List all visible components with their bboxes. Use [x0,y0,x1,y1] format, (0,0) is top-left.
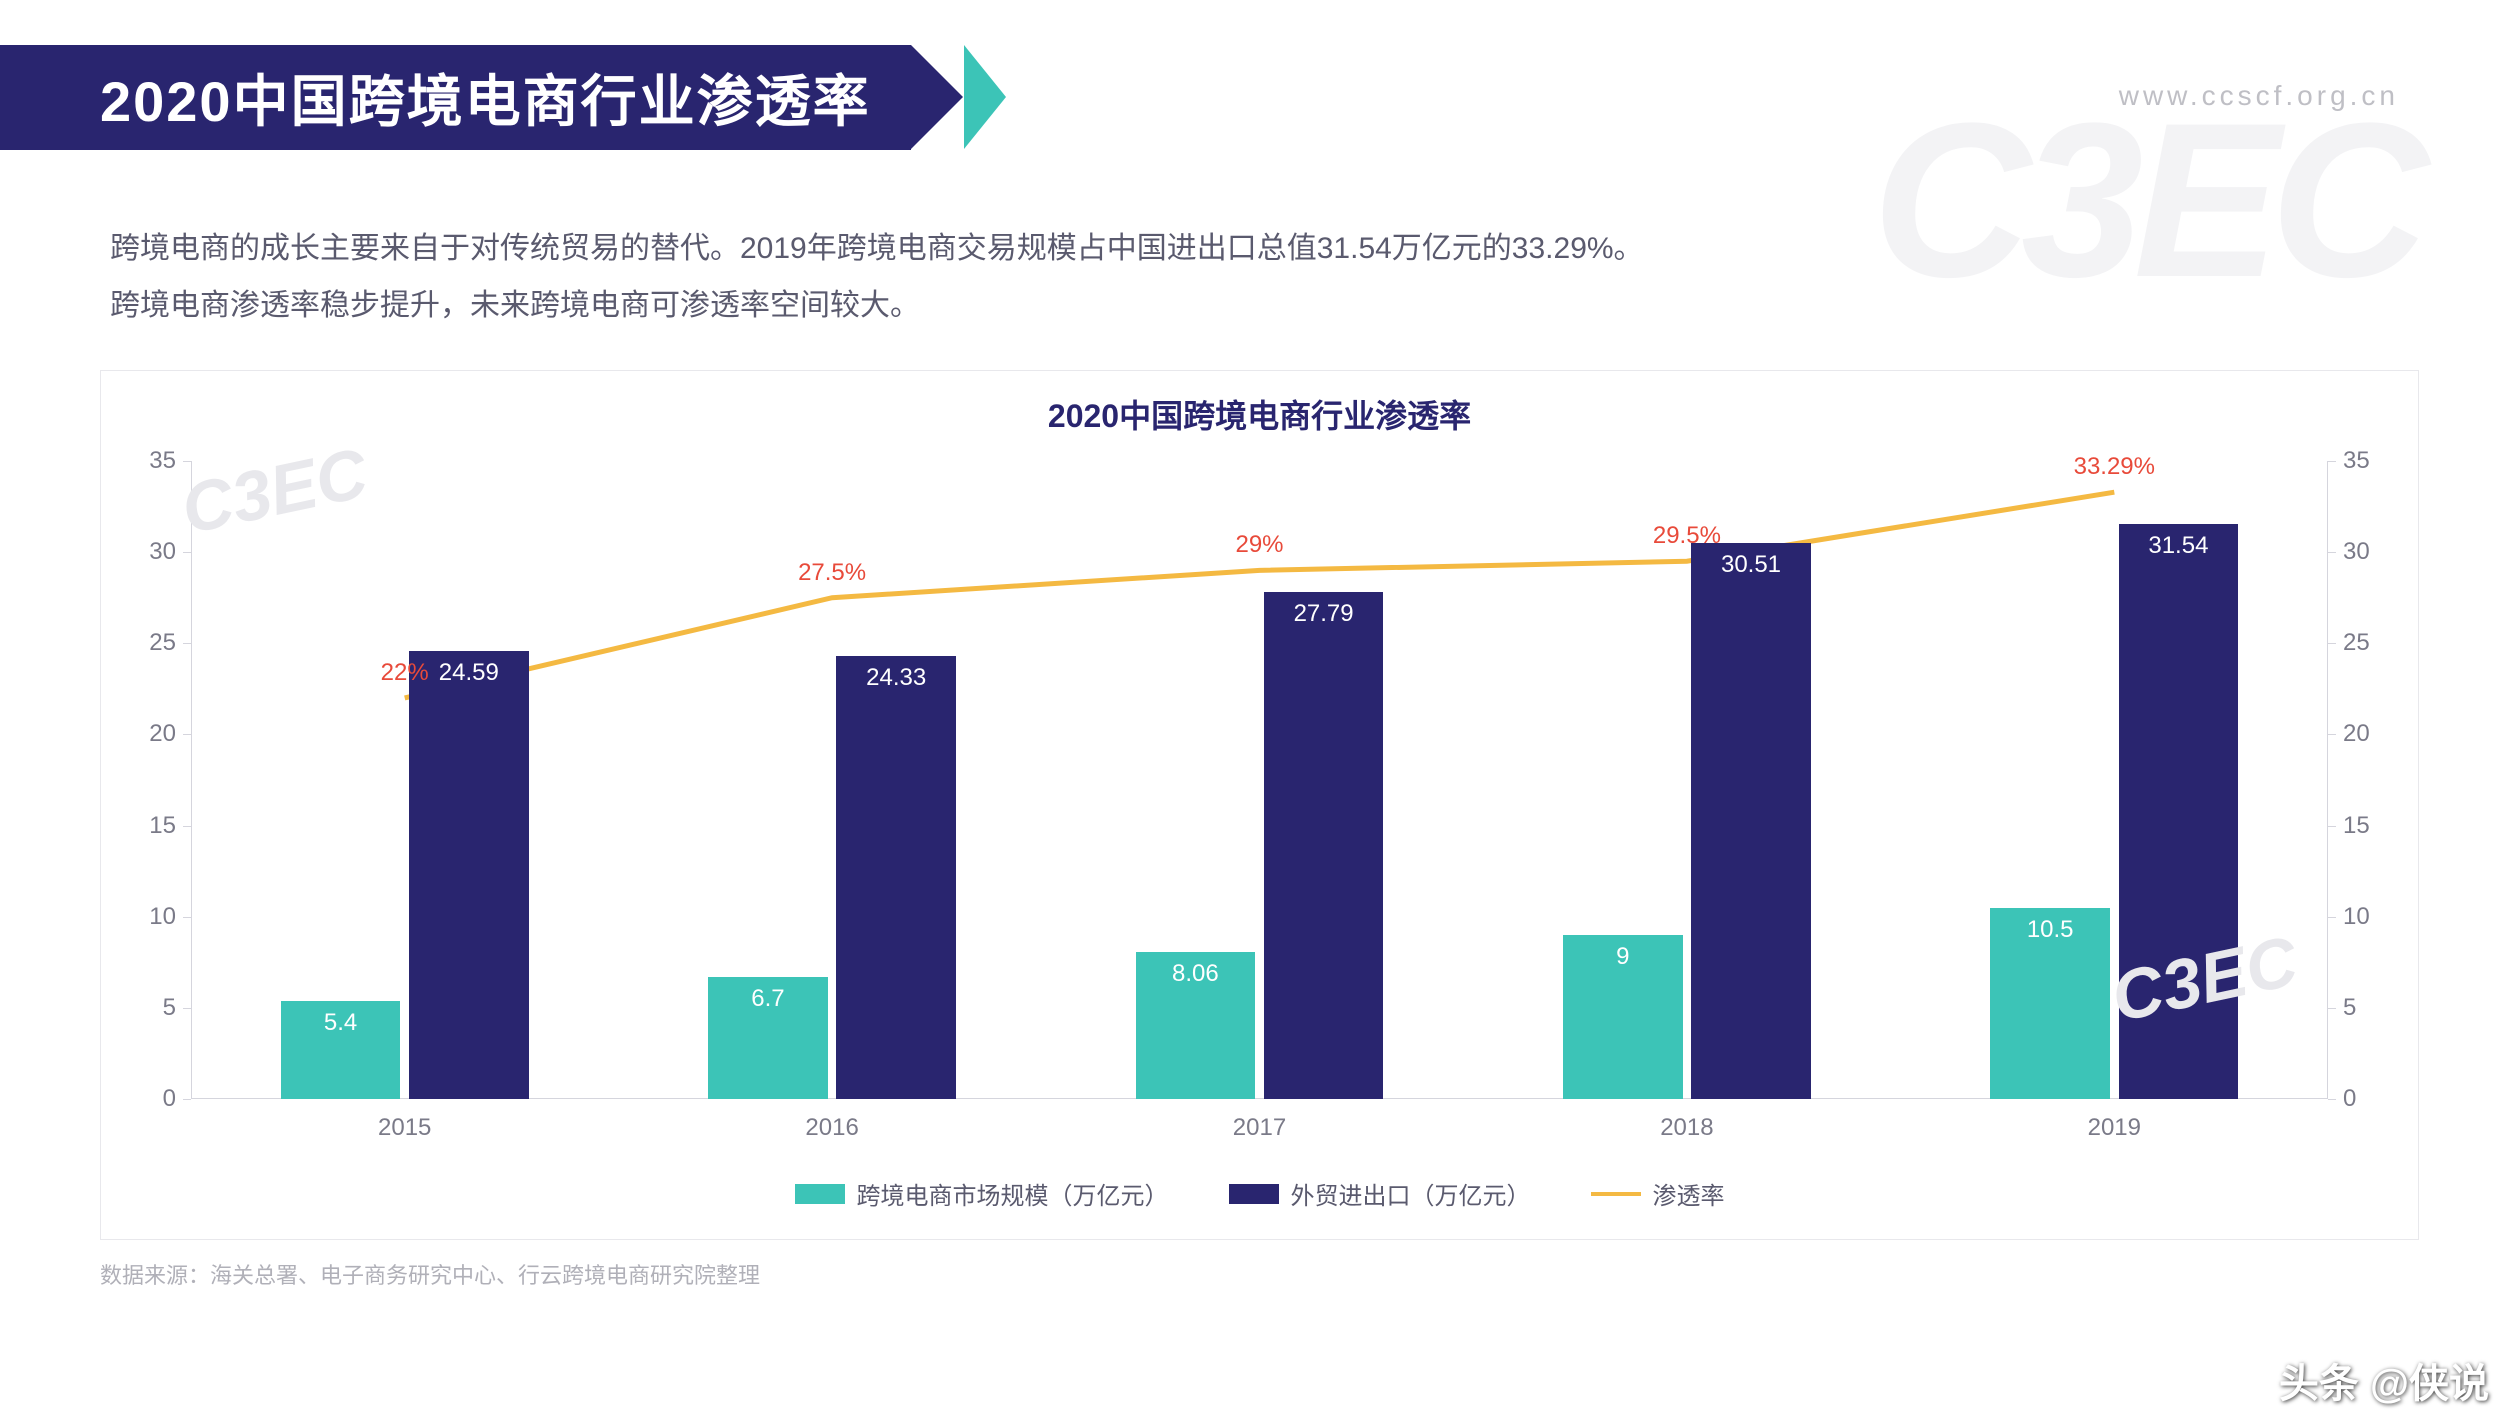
line-point-label: 27.5% [798,559,866,587]
x-tick-label: 2015 [378,1099,431,1142]
bar-series2: 24.59 [409,651,529,1099]
legend-label-3: 渗透率 [1653,1176,1725,1211]
legend-item-series1: 跨境电商市场规模（万亿元） [795,1176,1169,1211]
bar-series1: 5.4 [281,1001,401,1099]
bar-series2: 30.51 [1691,543,1811,1099]
x-tick-label: 2018 [1660,1099,1713,1142]
bar-label-series1: 6.7 [708,985,828,1013]
x-tick-label: 2019 [2088,1099,2141,1142]
bar-series2: 31.54 [2119,524,2239,1099]
bar-series2: 24.33 [836,656,956,1100]
header: 2020中国跨境电商行业渗透率 [0,45,911,150]
description: 跨境电商的成长主要来自于对传统贸易的替代。2019年跨境电商交易规模占中国进出口… [110,220,2409,334]
header-accent-chevron [964,45,1006,149]
legend: 跨境电商市场规模（万亿元） 外贸进出口（万亿元） 渗透率 [101,1176,2418,1211]
legend-label-1: 跨境电商市场规模（万亿元） [857,1176,1169,1211]
header-bg: 2020中国跨境电商行业渗透率 [0,45,911,150]
bar-label-series1: 9 [1563,943,1683,971]
description-line-2: 跨境电商渗透率稳步提升，未来跨境电商可渗透率空间较大。 [110,277,2409,334]
bar-series1: 10.5 [1990,908,2110,1099]
line-point-label: 22% [381,659,429,687]
line-point-label: 29.5% [1653,522,1721,550]
header-url: www.ccscf.org.cn [2119,80,2399,112]
legend-line-3 [1591,1192,1641,1196]
legend-swatch-2 [1229,1184,1279,1204]
bar-label-series2: 31.54 [2119,532,2239,560]
footer-attribution: 头条 @侠说 [2279,1351,2489,1409]
bar-label-series1: 8.06 [1136,960,1256,988]
legend-swatch-1 [795,1184,845,1204]
bar-label-series1: 10.5 [1990,916,2110,944]
bar-series1: 9 [1563,935,1683,1099]
bar-series1: 6.7 [708,977,828,1099]
legend-item-series3: 渗透率 [1591,1176,1725,1211]
x-tick-label: 2017 [1233,1099,1286,1142]
plot-area: 005510101515202025253030353520155.424.59… [191,461,2328,1099]
legend-item-series2: 外贸进出口（万亿元） [1229,1176,1531,1211]
bar-series1: 8.06 [1136,952,1256,1099]
trend-line [405,492,2115,698]
chart-container: 2020中国跨境电商行业渗透率 C3EC C3EC 00551010151520… [100,370,2419,1240]
line-point-label: 33.29% [2074,453,2155,481]
bar-label-series2: 24.33 [836,664,956,692]
y-axis-left [191,461,192,1099]
description-line-1: 跨境电商的成长主要来自于对传统贸易的替代。2019年跨境电商交易规模占中国进出口… [110,220,2409,277]
bar-series2: 27.79 [1264,592,1384,1099]
source-text: 数据来源：海关总署、电子商务研究中心、行云跨境电商研究院整理 [100,1258,760,1290]
line-point-label: 29% [1235,531,1283,559]
legend-label-2: 外贸进出口（万亿元） [1291,1176,1531,1211]
chart-title: 2020中国跨境电商行业渗透率 [101,391,2418,437]
page-title: 2020中国跨境电商行业渗透率 [100,57,871,138]
bar-label-series1: 5.4 [281,1009,401,1037]
bar-label-series2: 30.51 [1691,551,1811,579]
x-tick-label: 2016 [805,1099,858,1142]
bar-label-series2: 27.79 [1264,600,1384,628]
